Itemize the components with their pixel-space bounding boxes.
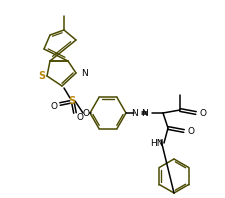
Text: O: O bbox=[76, 112, 83, 122]
Text: HN: HN bbox=[150, 138, 163, 148]
Text: O: O bbox=[82, 109, 89, 117]
Text: N: N bbox=[131, 109, 137, 117]
Text: O: O bbox=[199, 109, 206, 117]
Text: S: S bbox=[38, 71, 45, 81]
Text: S: S bbox=[68, 96, 75, 106]
Text: N: N bbox=[141, 109, 147, 117]
Text: O: O bbox=[50, 102, 57, 110]
Text: O: O bbox=[187, 127, 194, 135]
Text: N: N bbox=[81, 69, 87, 77]
